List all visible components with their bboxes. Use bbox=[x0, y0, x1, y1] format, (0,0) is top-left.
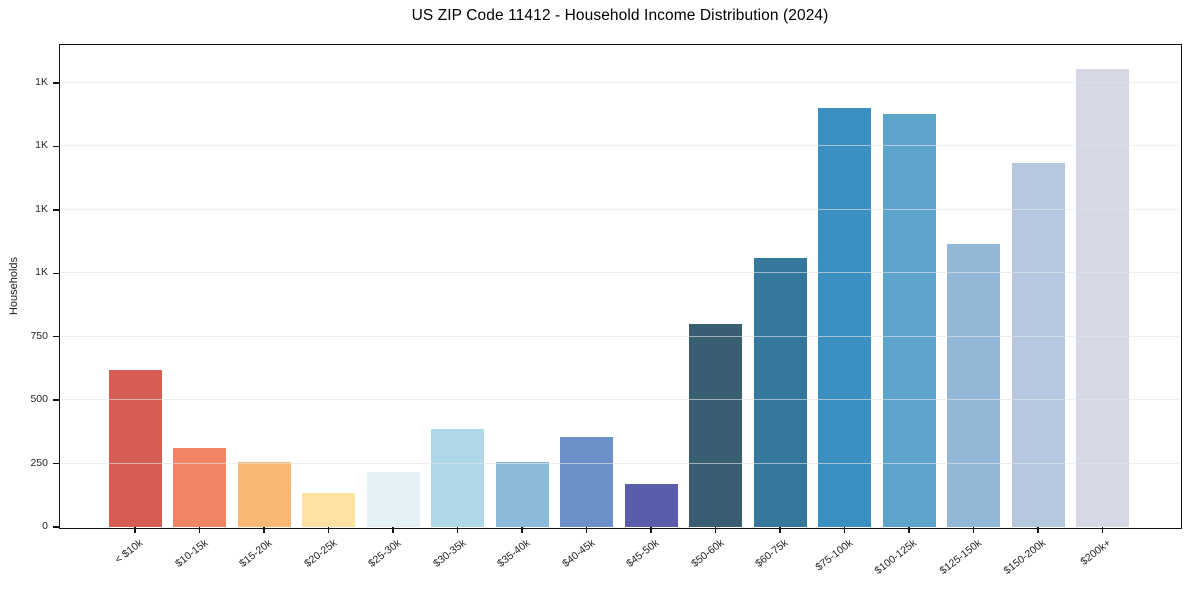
gridline bbox=[60, 335, 1180, 337]
x-tick-mark bbox=[908, 527, 910, 533]
y-tick-label: 1K bbox=[35, 76, 48, 89]
y-tick-mark bbox=[53, 272, 60, 274]
y-tick-mark bbox=[53, 145, 60, 148]
x-tick-label: $10-15k bbox=[172, 537, 210, 570]
x-tick-label: $60-75k bbox=[753, 537, 791, 570]
gridline bbox=[60, 462, 1180, 464]
plot-area: 0 250 500 750 1K 1K 1K 1K < $10k $10-15k $15-20k $2… bbox=[30, 45, 1180, 577]
y-tick-mark bbox=[53, 209, 60, 211]
bar bbox=[431, 429, 484, 527]
x-tick-label: $25-30k bbox=[366, 537, 404, 570]
bar bbox=[108, 369, 162, 527]
x-tick-mark bbox=[1037, 527, 1039, 533]
x-tick-mark bbox=[779, 527, 781, 533]
x-tick-label: $50-60k bbox=[688, 537, 726, 570]
x-tick-label: $45-50k bbox=[624, 537, 662, 570]
y-tick-mark bbox=[53, 462, 60, 465]
x-tick-label: $150-200k bbox=[1001, 537, 1049, 578]
bar bbox=[1076, 69, 1129, 527]
gridline bbox=[60, 208, 1180, 210]
y-tick-label: 1K bbox=[35, 139, 48, 152]
y-tick-label: 0 bbox=[42, 520, 48, 532]
x-tick-mark bbox=[714, 527, 717, 533]
bar bbox=[237, 462, 291, 527]
bar bbox=[882, 113, 936, 527]
y-tick-label: 500 bbox=[30, 393, 48, 406]
bar bbox=[1011, 162, 1065, 527]
chart-title: US ZIP Code 11412 - Household Income Dis… bbox=[411, 7, 829, 24]
x-tick-label: $40-45k bbox=[559, 537, 597, 570]
y-tick-mark bbox=[53, 399, 60, 401]
bar bbox=[560, 436, 613, 527]
y-tick-mark bbox=[53, 336, 60, 338]
x-tick-mark bbox=[521, 527, 523, 533]
bar bbox=[173, 448, 226, 527]
y-tick-mark bbox=[53, 526, 60, 528]
x-tick-mark bbox=[650, 527, 652, 533]
gridline bbox=[60, 145, 1180, 147]
x-tick-mark bbox=[198, 527, 201, 533]
y-tick-label: 750 bbox=[30, 329, 48, 342]
x-tick-label: $15-20k bbox=[237, 537, 275, 570]
x-tick-label: $200k+ bbox=[1078, 537, 1113, 568]
bar bbox=[947, 244, 1000, 527]
x-tick-mark bbox=[843, 527, 846, 533]
bar bbox=[495, 462, 549, 527]
x-tick-mark bbox=[392, 527, 394, 533]
x-tick-label: $100-125k bbox=[872, 537, 920, 578]
y-tick-label: 1K bbox=[35, 202, 48, 215]
bar bbox=[818, 108, 871, 527]
bar bbox=[753, 258, 807, 527]
x-tick-label: $20-25k bbox=[301, 537, 339, 570]
x-tick-mark bbox=[263, 527, 265, 533]
bar bbox=[302, 492, 355, 527]
x-tick-label: $30-35k bbox=[430, 537, 468, 570]
gridline bbox=[60, 272, 1180, 274]
x-tick-mark bbox=[327, 527, 330, 533]
bar bbox=[689, 324, 742, 527]
x-tick-label: $75-100k bbox=[812, 537, 855, 574]
x-tick-label: < $10k bbox=[112, 537, 146, 567]
x-tick-label: $125-150k bbox=[937, 537, 984, 578]
x-tick-mark bbox=[134, 527, 136, 533]
x-tick-mark bbox=[585, 527, 588, 533]
x-tick-mark bbox=[972, 527, 975, 533]
y-tick-mark bbox=[53, 82, 60, 84]
gridline bbox=[60, 82, 1180, 84]
x-tick-mark bbox=[1101, 527, 1104, 533]
bar bbox=[366, 472, 420, 527]
x-tick-mark bbox=[456, 527, 459, 533]
y-tick-label: 250 bbox=[30, 456, 48, 469]
y-tick-label: 1K bbox=[35, 266, 48, 279]
x-tick-label: $35-40k bbox=[495, 537, 533, 570]
gridline bbox=[60, 399, 1180, 401]
bar bbox=[624, 483, 678, 527]
